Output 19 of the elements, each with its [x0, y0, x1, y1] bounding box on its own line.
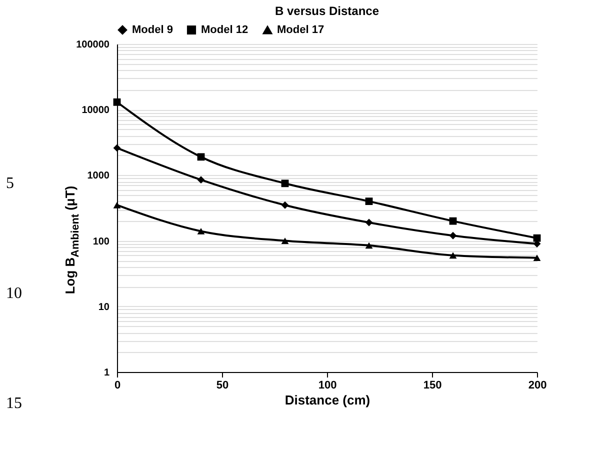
- y-tick-label: 10000: [82, 105, 110, 116]
- legend-label: Model 12: [201, 24, 248, 36]
- text: 10: [6, 285, 22, 303]
- x-tick-label: 0: [114, 380, 121, 392]
- text: 15: [6, 395, 22, 413]
- text: 5: [6, 175, 14, 193]
- y-tick-label: 100000: [76, 40, 110, 50]
- chart-title: B versus Distance: [274, 4, 380, 18]
- y-tick-label: 10: [98, 302, 110, 313]
- y-tick-label: 1000: [87, 170, 110, 182]
- y-tick-label: 1: [104, 368, 110, 378]
- legend-label: Model 17: [277, 24, 324, 36]
- x-tick-label: 200: [528, 380, 547, 392]
- x-tick-label: 100: [318, 380, 337, 392]
- x-tick-label: 50: [216, 380, 229, 392]
- x-axis-title: Distance (cm): [284, 392, 370, 408]
- legend-label: Model 9: [132, 24, 173, 36]
- y-tick-label: 100: [92, 236, 110, 248]
- x-tick-label: 150: [423, 380, 442, 392]
